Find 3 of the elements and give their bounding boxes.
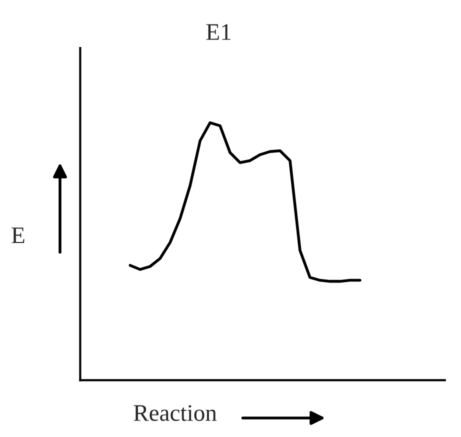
y-axis-title: E [12,228,24,244]
x-axis-title: Reaction [134,405,217,421]
chart-title: E1 [206,24,230,40]
